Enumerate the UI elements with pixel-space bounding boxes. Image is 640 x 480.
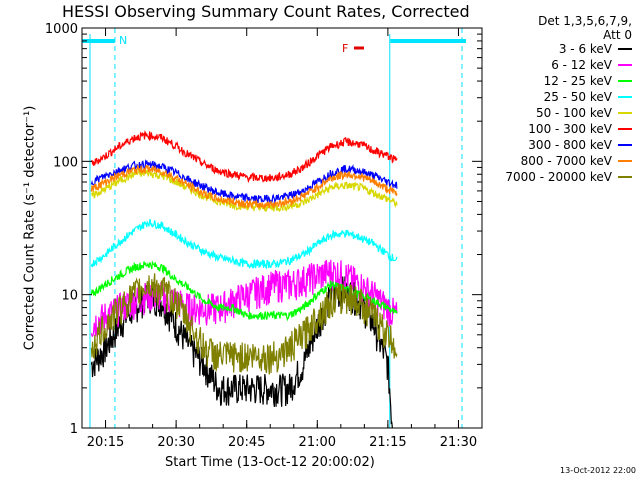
x-tick-label-5: 21:30 [440, 435, 477, 450]
legend-swatch [618, 160, 632, 162]
flags: NF [119, 34, 364, 55]
series-line-100-300keV [91, 129, 398, 184]
series-group [90, 129, 398, 429]
legend-swatch [618, 128, 632, 130]
legend-label: 3 - 6 keV [558, 42, 612, 56]
legend-entry: 50 - 100 keV [536, 105, 632, 121]
series-line-12-25keV [90, 260, 398, 322]
x-axis-label: Start Time (13-Oct-12 20:00:02) [165, 455, 375, 470]
tick-labels: 20:15 20:30 20:45 21:00 21:15 21:30 1 10 100 1000 [45, 22, 477, 450]
legend-entry: 300 - 800 keV [528, 137, 632, 153]
x-tick-label-1: 20:30 [157, 435, 194, 450]
x-tick-label-4: 21:15 [369, 435, 406, 450]
legend-label: 800 - 7000 keV [520, 154, 612, 168]
legend-swatch [618, 96, 632, 98]
x-tick-label-3: 21:00 [299, 435, 336, 450]
series-line-300-800keV [90, 159, 398, 205]
legend-label: 100 - 300 keV [528, 122, 612, 136]
flag-f-label: F [342, 42, 348, 55]
legend-entry: 3 - 6 keV [559, 41, 632, 57]
legend-swatch [618, 64, 632, 66]
legend-swatch [618, 112, 632, 114]
y-tick-label-2: 100 [53, 155, 78, 170]
legend-header-line-1: Det 1,3,5,6,7,9, [538, 14, 632, 28]
legend-entry: 100 - 300 keV [528, 121, 632, 137]
legend-label: 300 - 800 keV [528, 138, 612, 152]
axes [81, 27, 483, 429]
chart-title: HESSI Observing Summary Count Rates, Cor… [62, 2, 470, 21]
x-tick-label-2: 20:45 [228, 435, 265, 450]
legend-label: 25 - 50 keV [543, 90, 612, 104]
legend-swatch [618, 48, 632, 50]
legend-swatch [618, 144, 632, 146]
y-tick-label-0: 1 [70, 422, 78, 437]
legend-entry: 12 - 25 keV [544, 73, 632, 89]
series-line-6-12keV [90, 259, 398, 338]
flag-n-label: N [119, 34, 127, 47]
legend-label: 50 - 100 keV [535, 106, 612, 120]
legend-entry: 7000 - 20000 keV [505, 169, 632, 185]
series-line-7000-20000keV [90, 273, 398, 375]
legend-label: 6 - 12 keV [551, 58, 612, 72]
series-line-800-7000keV [90, 164, 398, 210]
series-line-25-50keV [90, 218, 398, 270]
plot-frame [81, 27, 483, 429]
legend-label: 12 - 25 keV [543, 74, 612, 88]
y-tick-label-1: 10 [61, 289, 78, 304]
footer-timestamp: 13-Oct-2012 22:00 [560, 466, 636, 475]
legend-header-line-2: Att 0 [603, 28, 632, 42]
y-tick-label-3: 1000 [45, 22, 78, 37]
legend-entry: 6 - 12 keV [551, 57, 632, 73]
legend-entry: 25 - 50 keV [544, 89, 632, 105]
legend-label: 7000 - 20000 keV [505, 170, 612, 184]
night-indicators [82, 28, 466, 428]
y-axis-label: Corrected Count Rate (s⁻¹ detector⁻¹) [22, 105, 38, 351]
legend-swatch [618, 80, 632, 82]
legend-swatch [618, 176, 632, 178]
x-tick-label-0: 20:15 [87, 435, 124, 450]
legend-entry: 800 - 7000 keV [521, 153, 632, 169]
